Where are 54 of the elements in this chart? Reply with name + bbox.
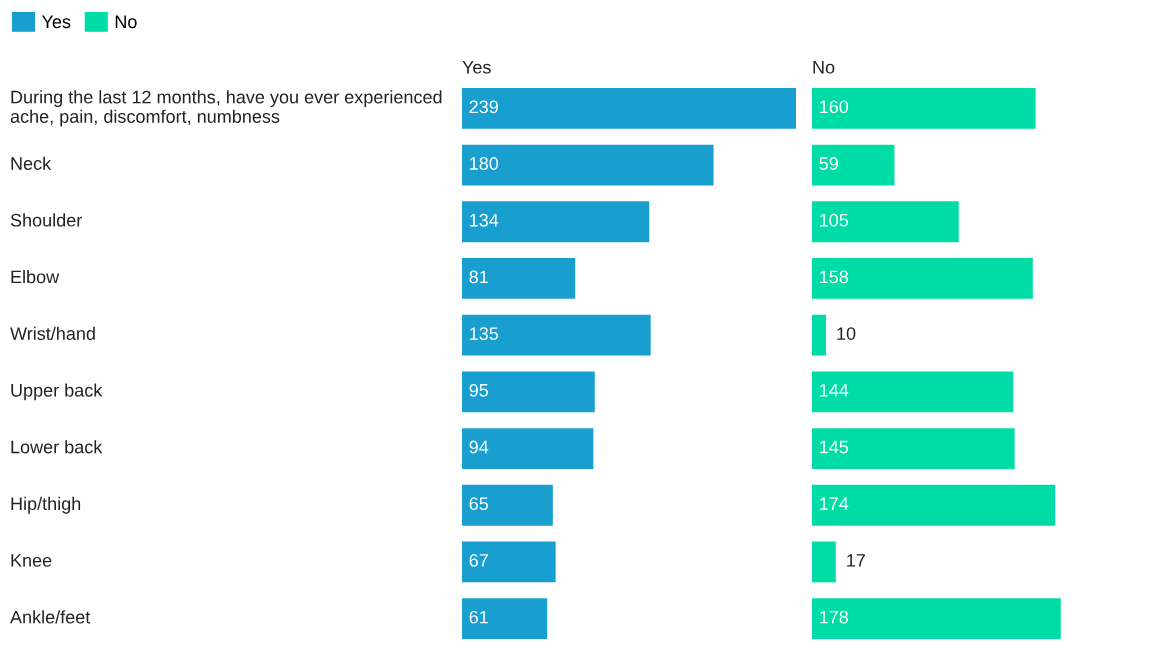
bar [462,371,595,413]
data-label: 134 [470,213,499,227]
data-label: 61 [469,610,488,624]
bar [812,371,1014,413]
data-label: 158 [820,270,849,284]
y-tick-label: Lower back [11,440,103,454]
chart-title: No [813,61,835,74]
legend-label: Yes [41,15,71,29]
bar [812,598,1061,640]
data-label: 160 [820,100,849,114]
chart-title: Yes [462,61,491,74]
bar [812,541,836,583]
data-label: 17 [847,554,865,567]
bar [812,201,959,243]
bar [812,258,1033,299]
data-label: 180 [470,157,499,170]
bar [462,541,556,583]
y-tick-label: Shoulder [10,213,82,227]
bar [462,144,714,186]
bar [812,87,1036,129]
data-label: 239 [469,100,498,114]
y-tick-label: Hip/thigh [11,496,81,514]
bar [462,258,576,299]
bar [812,314,826,356]
data-label: 135 [470,327,499,340]
y-tick-label: Elbow [11,270,60,284]
y-tick-label: Wrist/hand [10,326,95,340]
bar [812,484,1056,526]
y-tick-label: During the last 12 months, have you ever experienced ache, pain, discomfort, numbness [10,90,442,127]
data-label: 94 [469,440,489,454]
data-label: 178 [820,610,849,624]
legend-label: No [115,15,137,29]
bar [462,428,594,469]
bar [462,484,553,526]
y-tick-label: Ankle/feet [10,610,91,624]
data-label: 10 [837,327,856,340]
data-label: 81 [469,270,488,284]
y-tick-label: Knee [11,554,52,567]
data-label: 95 [469,383,489,397]
bar [812,144,895,186]
data-label: 105 [820,213,849,227]
bar [462,314,651,356]
data-label: 144 [820,384,849,397]
data-label: 145 [820,440,849,454]
y-tick-label: Upper back [11,383,103,401]
bar [462,598,548,640]
data-label: 59 [819,157,838,170]
bar [812,428,1015,469]
bar [462,201,650,243]
bar [462,87,796,129]
data-label: 174 [820,497,849,510]
data-label: 65 [469,497,489,511]
data-label: 67 [469,554,488,567]
y-tick-label: Neck [11,156,52,170]
